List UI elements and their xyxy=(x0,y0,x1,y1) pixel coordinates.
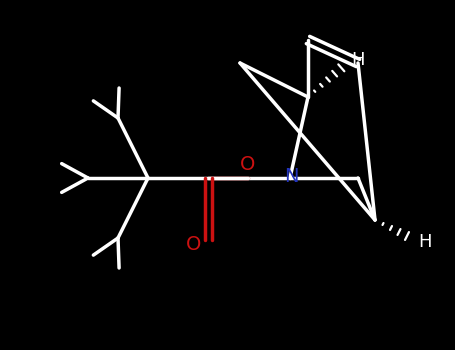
Text: H: H xyxy=(351,51,365,69)
Text: H: H xyxy=(418,233,432,251)
Text: N: N xyxy=(284,168,298,187)
Text: O: O xyxy=(240,154,256,174)
Text: O: O xyxy=(186,234,202,253)
